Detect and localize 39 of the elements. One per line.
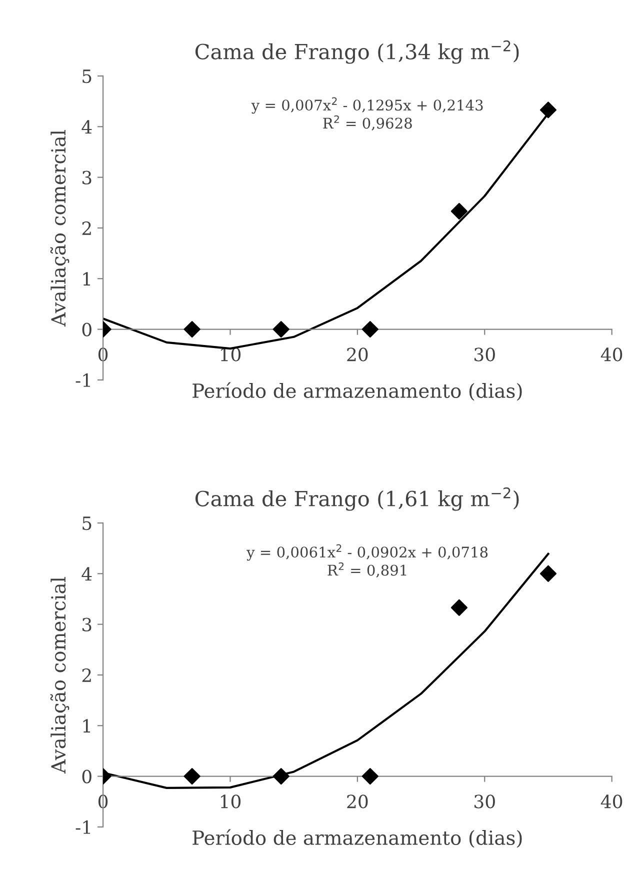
point xyxy=(362,768,378,785)
y-axis-title: Avaliação comercial xyxy=(50,130,70,327)
chart-title: Cama de Frango (1,61 kg m$^{−2}$) xyxy=(195,487,519,511)
x-tick-label: 40 xyxy=(600,348,622,362)
y-tick-label: 2 xyxy=(82,221,91,235)
x-tick-label: 10 xyxy=(220,794,241,808)
y-axis-title: Avaliação comercial xyxy=(50,577,70,774)
point xyxy=(184,320,200,338)
y-tick-label: 1 xyxy=(83,272,90,286)
y-tick-label: 1 xyxy=(83,719,90,732)
y-tick-label: 4 xyxy=(82,120,92,134)
x-tick-label: 40 xyxy=(600,794,622,808)
point xyxy=(362,320,378,338)
y-tick-label: 3 xyxy=(82,618,92,632)
x-tick-label: 30 xyxy=(474,794,495,808)
y-tick-label: 0 xyxy=(82,770,92,784)
x-tick-label: 20 xyxy=(347,794,368,808)
y-tick-label: 2 xyxy=(82,668,91,682)
y-tick-label: -1 xyxy=(76,373,90,387)
x-axis-title: Período de armazenamento (dias) xyxy=(192,382,522,401)
chart-title: Cama de Frango (1,34 kg m$^{−2}$) xyxy=(195,40,519,64)
x-axis-title: Período de armazenamento (dias) xyxy=(192,829,522,848)
annotation: y = 0,007x$^{2}$ - 0,1295x + 0,2143 R$^{2}$ = 0,9628 xyxy=(251,97,483,131)
y-tick-label: 5 xyxy=(82,70,92,84)
point xyxy=(450,202,468,220)
point xyxy=(272,768,290,785)
y-tick-label: 5 xyxy=(82,516,92,530)
point xyxy=(184,768,200,785)
point xyxy=(272,320,290,338)
x-tick-label: 20 xyxy=(347,348,368,362)
point xyxy=(450,599,468,616)
point xyxy=(540,565,557,582)
annotation: y = 0,0061x$^{2}$ - 0,0902x + 0,0718 R$^{2}$ = 0,891 xyxy=(246,544,488,578)
y-tick-label: 3 xyxy=(82,170,92,184)
y-tick-label: -1 xyxy=(76,820,90,834)
y-tick-label: 0 xyxy=(82,322,92,336)
point xyxy=(540,102,557,118)
y-tick-label: 4 xyxy=(82,567,92,581)
x-tick-label: 30 xyxy=(474,348,495,362)
